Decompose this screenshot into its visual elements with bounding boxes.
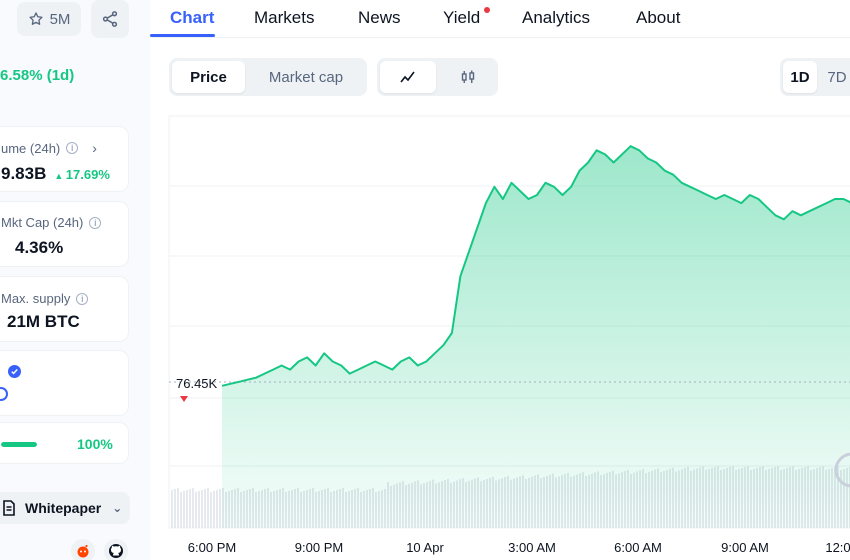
info-icon[interactable]: i	[89, 216, 102, 229]
volume-value-row: 9.83B ▲ 17.69%	[1, 164, 110, 184]
volume-bar	[174, 489, 176, 528]
x-tick-label: 12:0	[825, 540, 850, 555]
volume-bar	[198, 491, 200, 528]
tab-about[interactable]: About	[636, 8, 681, 27]
github-icon[interactable]	[104, 539, 128, 560]
document-icon	[3, 500, 15, 516]
volume-bar	[171, 490, 173, 528]
coin-stats-sidebar: 5M 6.58% (1d) ume (24h) i › 9.83B ▲ 17.69…	[0, 0, 150, 560]
chevron-right-icon[interactable]: ›	[92, 140, 97, 156]
tab-yield[interactable]: Yield	[443, 8, 481, 27]
whitepaper-label: Whitepaper	[25, 500, 102, 516]
volume-bar	[183, 491, 185, 528]
volume-card: ume (24h) i › 9.83B ▲ 17.69%	[0, 126, 129, 192]
volume-bar	[180, 492, 182, 528]
max-supply-label-row: Max. supply i	[1, 291, 89, 306]
vol-mkt-cap-label: Mkt Cap (24h)	[1, 215, 84, 230]
progress-percent: 100%	[77, 436, 113, 452]
price-toggle[interactable]: Price	[172, 61, 245, 93]
x-tick-label: 10 Apr	[406, 540, 444, 555]
chart-style-toggle	[377, 58, 498, 96]
share-button[interactable]	[91, 0, 129, 38]
watermark-logo	[834, 452, 850, 488]
watchlist-button[interactable]: 5M	[17, 2, 81, 36]
verified-check-icon	[8, 365, 21, 378]
volume-value: 9.83B	[1, 164, 47, 183]
price-change-1d: 6.58% (1d)	[0, 67, 75, 84]
volume-bar	[201, 490, 203, 528]
volume-bar	[204, 489, 206, 528]
time-range-toggle: 1D 7D	[780, 58, 850, 96]
volume-bar	[216, 490, 218, 528]
progress-bar	[1, 442, 37, 447]
volume-change: ▲ 17.69%	[54, 167, 110, 182]
max-supply-card: Max. supply i 21M BTC	[0, 276, 129, 342]
reference-price-label: 76.45K	[176, 376, 218, 391]
volume-bar	[219, 489, 221, 528]
tab-chart[interactable]: Chart	[170, 8, 215, 27]
vol-mkt-cap-label-row: Mkt Cap (24h) i	[1, 215, 102, 230]
tab-markets[interactable]: Markets	[254, 8, 315, 27]
range-7d[interactable]: 7D	[827, 68, 847, 86]
chevron-down-icon: ⌄	[112, 501, 123, 515]
volume-bar	[189, 489, 191, 528]
max-supply-label: Max. supply	[1, 291, 71, 306]
caret-up-icon: ▲	[54, 171, 66, 181]
down-marker-icon	[180, 396, 188, 402]
candle-chart-toggle[interactable]	[440, 61, 495, 93]
max-supply-value: 21M BTC	[7, 312, 80, 331]
progress-bar-fill	[1, 442, 37, 447]
info-icon[interactable]: i	[66, 142, 79, 154]
range-1d[interactable]: 1D	[783, 61, 817, 93]
volume-bar	[195, 492, 197, 528]
x-tick-label: 6:00 PM	[188, 540, 236, 555]
tab-news[interactable]: News	[358, 8, 401, 27]
share-icon	[102, 11, 118, 27]
x-tick-label: 3:00 AM	[508, 540, 556, 555]
candlestick-icon	[461, 70, 474, 83]
volume-label: ume (24h)	[1, 140, 61, 156]
line-chart-toggle[interactable]	[380, 61, 436, 93]
x-tick-label: 6:00 AM	[614, 540, 662, 555]
chart-metric-toggle: Price Market cap	[169, 58, 367, 96]
tab-analytics[interactable]: Analytics	[522, 8, 591, 27]
price-area-fill	[222, 146, 850, 528]
info-icon[interactable]: i	[76, 292, 89, 305]
notification-dot	[484, 7, 490, 13]
volume-change-value: 17.69%	[65, 167, 110, 182]
price-line	[221, 145, 850, 387]
market-cap-toggle[interactable]: Market cap	[268, 68, 344, 86]
circulating-progress-card: 100%	[0, 422, 129, 464]
volume-bar	[213, 491, 215, 528]
active-tab-indicator	[150, 34, 215, 37]
x-axis-ticks: 6:00 PM 9:00 PM 10 Apr 3:00 AM 6:00 AM 9:00 A…	[188, 540, 850, 555]
volume-bar	[192, 488, 194, 528]
vol-mkt-cap-value: 4.36%	[15, 238, 64, 257]
volume-bar	[210, 492, 212, 528]
x-tick-label: 9:00 AM	[721, 540, 769, 555]
vol-mkt-cap-card: Mkt Cap (24h) i 4.36%	[0, 201, 129, 267]
x-tick-label: 9:00 PM	[295, 540, 343, 555]
volume-bar	[207, 488, 209, 528]
whitepaper-button[interactable]: Whitepaper ⌄	[0, 492, 130, 524]
line-chart-icon	[400, 71, 415, 83]
watchlist-count: 5M	[49, 10, 71, 28]
detail-tabs: Chart Markets News Yield Analytics About	[150, 0, 850, 38]
star-icon	[29, 12, 43, 25]
volume-bar	[177, 488, 179, 528]
info-circle-icon[interactable]	[0, 387, 8, 401]
reddit-icon[interactable]	[71, 539, 95, 560]
verified-card	[0, 350, 129, 416]
volume-bar	[186, 490, 188, 528]
volume-label-row: ume (24h) i ›	[1, 140, 97, 156]
